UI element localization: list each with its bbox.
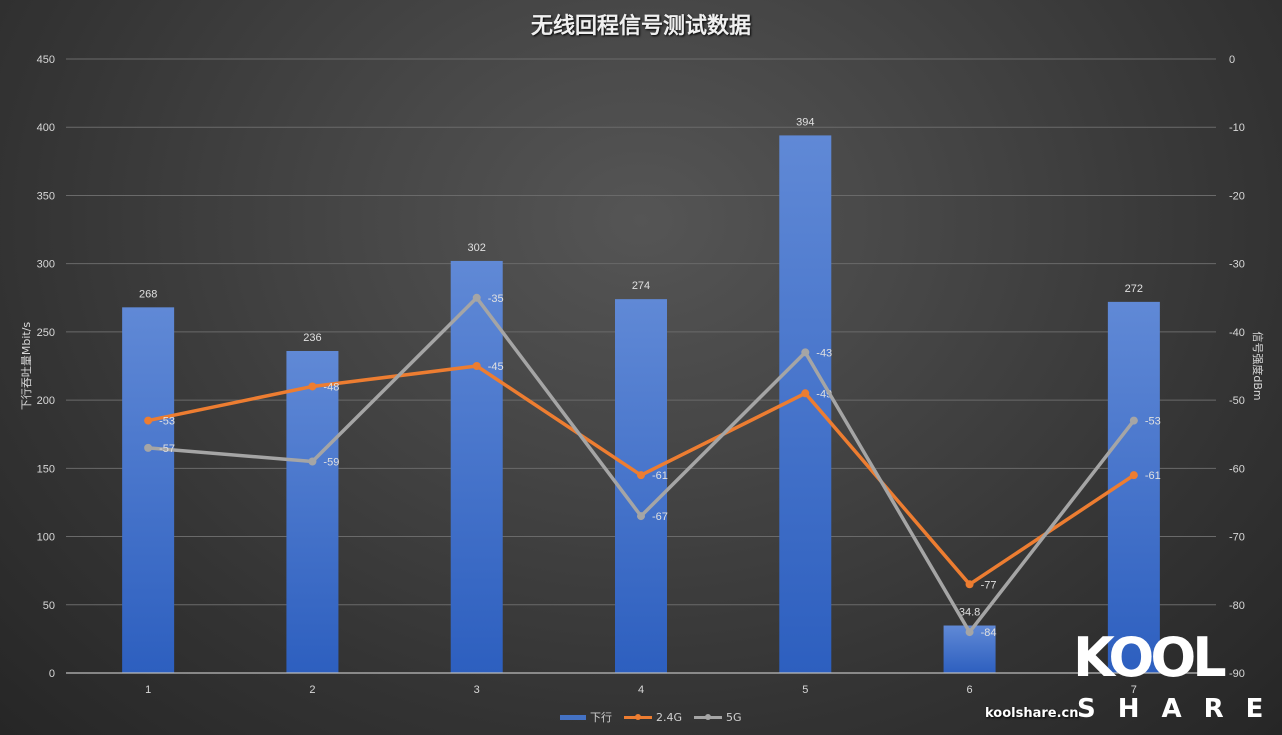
x-tick-label: 3 <box>474 684 480 696</box>
line-marker-swatch-icon <box>694 713 723 720</box>
legend-item-5g[interactable]: 5G <box>694 711 742 724</box>
koolshare-logo: KOOL SHARE <box>1065 626 1275 728</box>
right-tick-label: -60 <box>1229 463 1245 475</box>
left-tick-label: 200 <box>37 395 55 407</box>
right-axis-label: 信号强度dBm <box>1251 331 1264 401</box>
right-tick-label: -80 <box>1229 600 1245 612</box>
data-point-marker[interactable] <box>1129 416 1138 425</box>
right-tick-label: -70 <box>1229 532 1245 544</box>
data-point-marker[interactable] <box>308 382 317 391</box>
data-point-marker[interactable] <box>801 389 810 398</box>
bar-swatch-icon <box>560 714 586 720</box>
line-value-label: -61 <box>1145 470 1161 482</box>
left-tick-label: 150 <box>37 463 55 475</box>
line-value-label: -48 <box>323 381 339 393</box>
data-point-marker[interactable] <box>637 471 645 480</box>
bar-value-label: 34.8 <box>959 607 980 619</box>
bar-value-label: 272 <box>1125 283 1143 295</box>
line-value-label: -53 <box>159 416 175 428</box>
line-series: -53-48-45-61-49-77-61-57-59-35-67-43-84-… <box>144 293 1161 639</box>
line-value-label: -53 <box>1145 416 1161 428</box>
legend: 下行 2.4G 5G <box>560 709 742 725</box>
right-axis-ticks: -90 -80 -70 -60 -50 -40 -30 -20 -10 0 <box>1229 54 1245 680</box>
left-tick-label: 450 <box>37 54 55 66</box>
line-marker-swatch-icon <box>624 713 652 720</box>
line-value-label: -57 <box>159 443 175 455</box>
bar-value-label: 236 <box>303 332 321 344</box>
left-tick-label: 50 <box>43 600 55 612</box>
data-point-marker[interactable] <box>801 348 810 357</box>
data-point-marker[interactable] <box>472 293 481 302</box>
data-point-marker[interactable] <box>144 443 153 452</box>
bar[interactable] <box>615 299 667 673</box>
line-value-label: -77 <box>981 579 997 591</box>
left-tick-label: 400 <box>37 122 55 134</box>
data-point-marker[interactable] <box>965 628 974 637</box>
left-tick-label: 300 <box>37 259 55 271</box>
line-value-label: -35 <box>488 293 504 305</box>
legend-label: 2.4G <box>656 710 683 724</box>
logo-text-bottom: SHARE <box>1077 694 1282 724</box>
left-tick-label: 350 <box>37 190 55 202</box>
bar-value-label: 274 <box>632 280 650 292</box>
right-tick-label: -10 <box>1229 122 1245 134</box>
bar[interactable] <box>779 135 832 674</box>
bar-value-label: 302 <box>468 242 486 254</box>
right-tick-label: -50 <box>1229 395 1245 407</box>
x-tick-label: 7 <box>1131 684 1137 696</box>
line-value-label: -59 <box>323 457 339 469</box>
x-axis: 1 2 3 4 5 6 7 <box>66 672 1216 696</box>
left-tick-label: 0 <box>49 668 55 680</box>
data-point-marker[interactable] <box>637 512 645 521</box>
x-tick-label: 5 <box>802 684 808 696</box>
data-point-marker[interactable] <box>965 580 974 589</box>
data-point-marker[interactable] <box>144 416 153 425</box>
left-axis-label: 下行吞吐量Mbit/s <box>20 321 33 411</box>
logo-text-top: KOOL <box>1073 626 1227 689</box>
line-value-label: -45 <box>488 361 504 373</box>
bar[interactable] <box>122 307 175 673</box>
bar-series-downlink: 268 236 302 274 394 34.8 272 <box>122 116 1160 674</box>
chart-title: 无线回程信号测试数据 <box>530 14 751 39</box>
left-axis-ticks: 0 50 100 150 200 250 300 350 400 450 <box>37 54 55 680</box>
bar[interactable] <box>286 350 339 673</box>
right-tick-label: -20 <box>1229 190 1245 202</box>
line-value-label: -84 <box>981 627 997 639</box>
line-value-label: -43 <box>816 347 832 359</box>
bar[interactable] <box>450 260 503 673</box>
left-tick-label: 100 <box>37 532 55 544</box>
right-tick-label: -40 <box>1229 327 1245 339</box>
legend-item-2-4g[interactable]: 2.4G <box>624 711 682 724</box>
x-tick-label: 2 <box>309 684 315 696</box>
data-point-marker[interactable] <box>308 457 317 466</box>
x-tick-label: 1 <box>145 684 151 696</box>
line-value-label: -61 <box>652 470 668 482</box>
legend-label: 下行 <box>590 711 612 724</box>
watermark-url: koolshare.cn <box>985 706 1079 721</box>
data-point-marker[interactable] <box>1129 471 1138 480</box>
x-tick-label: 6 <box>967 684 973 696</box>
bar-value-label: 394 <box>796 116 814 128</box>
line-value-label: -67 <box>652 511 668 523</box>
right-tick-label: 0 <box>1229 54 1235 66</box>
data-point-marker[interactable] <box>472 362 481 370</box>
legend-item-downlink[interactable]: 下行 <box>560 709 612 725</box>
legend-label: 5G <box>726 710 742 724</box>
bar-value-label: 268 <box>139 288 157 300</box>
right-tick-label: -30 <box>1229 259 1245 271</box>
right-tick-label: -90 <box>1229 668 1245 680</box>
x-tick-label: 4 <box>638 684 644 696</box>
left-tick-label: 250 <box>37 327 55 339</box>
